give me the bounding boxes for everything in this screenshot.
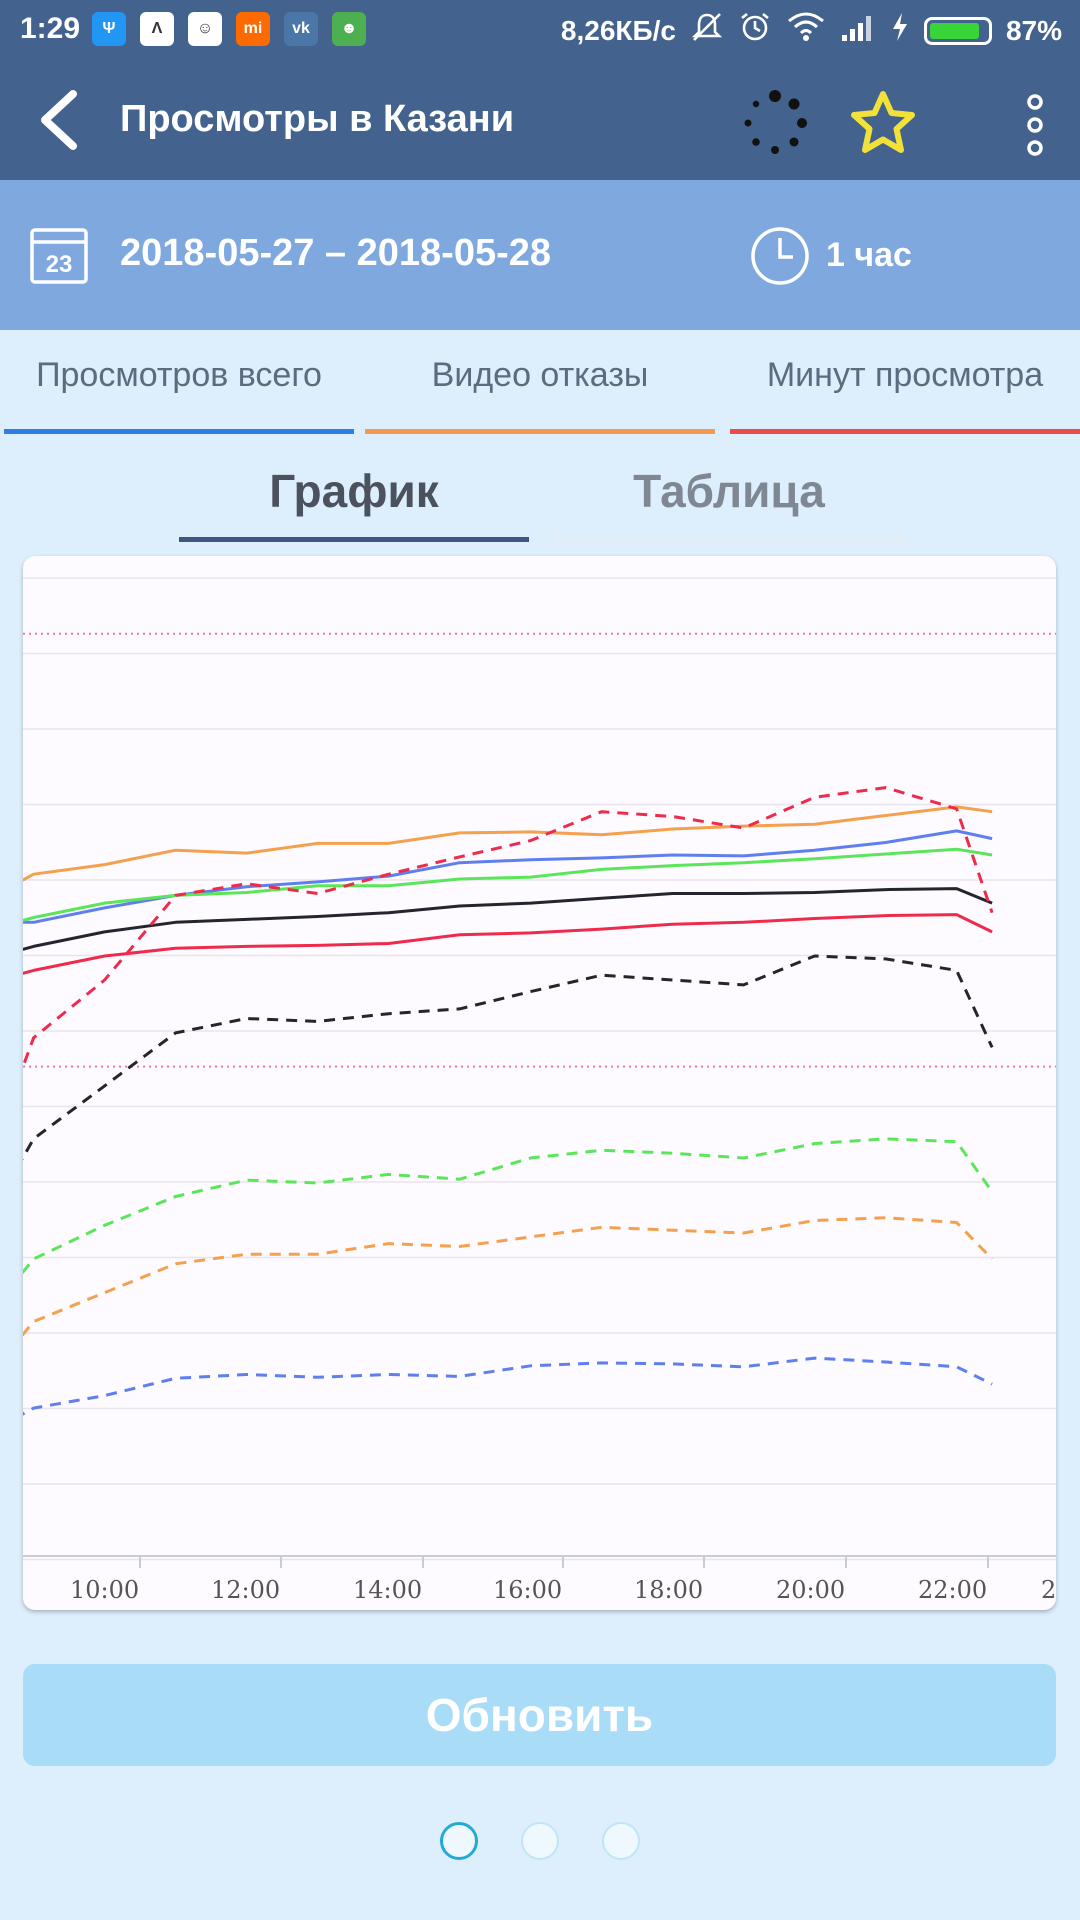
android-icon: ☻ xyxy=(332,12,366,46)
battery-percent: 87% xyxy=(1005,14,1062,46)
charging-icon xyxy=(890,11,910,50)
series-line xyxy=(23,887,993,951)
clock-icon[interactable] xyxy=(750,226,810,286)
calendar-icon[interactable]: 23 xyxy=(30,226,88,284)
metric-tab-label: Видео отказы xyxy=(431,356,649,394)
tab-label: Таблица xyxy=(633,465,825,517)
series-line xyxy=(23,913,993,975)
chart-card: 10:00 12:00 14:00 16:00 18:00 20:00 22:00 2 xyxy=(23,556,1056,1610)
app-bar: Просмотры в Казани xyxy=(0,60,1080,180)
series-line xyxy=(23,805,993,882)
series-line xyxy=(23,1216,994,1337)
page-dot[interactable] xyxy=(521,1822,559,1860)
wifi-icon xyxy=(786,11,826,50)
x-tick-label: 14:00 xyxy=(353,1576,422,1604)
metric-tab-indicator xyxy=(4,429,354,434)
metric-tabs: Просмотров всего Видео отказы Минут прос… xyxy=(0,330,1080,434)
loading-spinner-icon xyxy=(740,88,810,158)
net-speed: 8,26КБ/с xyxy=(560,14,676,46)
x-tick-label: 2 xyxy=(1041,1576,1056,1604)
tab-label: График xyxy=(269,465,439,517)
series-line xyxy=(23,847,993,922)
status-bar: 1:29 Ψ Λ ☺ mi vk ☻ 8,26КБ/с 87% xyxy=(0,0,1080,60)
back-button[interactable] xyxy=(28,88,92,152)
page-dot[interactable] xyxy=(602,1822,640,1860)
metric-tab-video-bounces[interactable]: Видео отказы xyxy=(365,330,715,434)
metric-tab-watch-minutes[interactable]: Минут просмотра xyxy=(730,330,1080,434)
x-tick-label: 12:00 xyxy=(211,1576,280,1604)
view-tabs: График Таблица xyxy=(0,450,1080,542)
interval-value[interactable]: 1 час xyxy=(826,236,912,274)
battery-fill xyxy=(929,22,979,39)
page-title: Просмотры в Казани xyxy=(120,98,515,140)
x-tick-label: 22:00 xyxy=(918,1576,987,1604)
signal-icon xyxy=(840,11,876,50)
status-right: 8,26КБ/с 87% xyxy=(561,10,1062,51)
mute-icon xyxy=(690,10,724,51)
usb-icon: Ψ xyxy=(92,12,126,46)
line-chart: 10:00 12:00 14:00 16:00 18:00 20:00 22:00 2 xyxy=(23,577,1056,1604)
x-tick-label: 20:00 xyxy=(776,1576,845,1604)
calendar-day: 23 xyxy=(46,251,73,278)
series-line xyxy=(23,829,993,924)
metric-tab-label: Просмотров всего xyxy=(36,356,322,394)
battery-icon xyxy=(923,16,992,45)
filter-bar: 23 2018-05-27 – 2018-05-28 1 час xyxy=(0,180,1080,330)
series-line xyxy=(23,786,994,1071)
status-time: 1:29 xyxy=(20,12,81,45)
tab-chart[interactable]: График xyxy=(179,450,529,542)
tab-indicator xyxy=(554,537,904,542)
metric-tab-indicator xyxy=(365,429,715,434)
series-line xyxy=(23,1137,994,1275)
page-dot[interactable] xyxy=(440,1822,478,1860)
x-tick-label: 16:00 xyxy=(493,1576,562,1604)
favorite-star-icon[interactable] xyxy=(848,88,918,158)
back-arrow-icon xyxy=(41,90,77,150)
refresh-button[interactable]: Обновить xyxy=(23,1664,1056,1766)
tab-indicator xyxy=(179,537,529,542)
x-tick-label: 10:00 xyxy=(70,1576,139,1604)
mi-app-icon: mi xyxy=(236,12,270,46)
series-line xyxy=(23,954,994,1161)
metric-tab-indicator xyxy=(730,429,1080,434)
metric-tab-total-views[interactable]: Просмотров всего xyxy=(4,330,354,434)
raccoon-app-icon: ☺ xyxy=(188,12,222,46)
x-tick-label: 18:00 xyxy=(634,1576,703,1604)
vk-icon: vk xyxy=(284,12,318,46)
date-range[interactable]: 2018-05-27 – 2018-05-28 xyxy=(120,232,552,274)
more-options-icon[interactable] xyxy=(1010,90,1060,160)
alarm-icon xyxy=(738,10,772,51)
page-indicator xyxy=(0,1822,1080,1866)
tab-table[interactable]: Таблица xyxy=(554,450,904,542)
metric-tab-label: Минут просмотра xyxy=(766,356,1044,394)
arrow-app-icon: Λ xyxy=(140,12,174,46)
series-line xyxy=(23,1356,993,1416)
notification-icons: Ψ Λ ☺ mi vk ☻ xyxy=(92,12,366,46)
